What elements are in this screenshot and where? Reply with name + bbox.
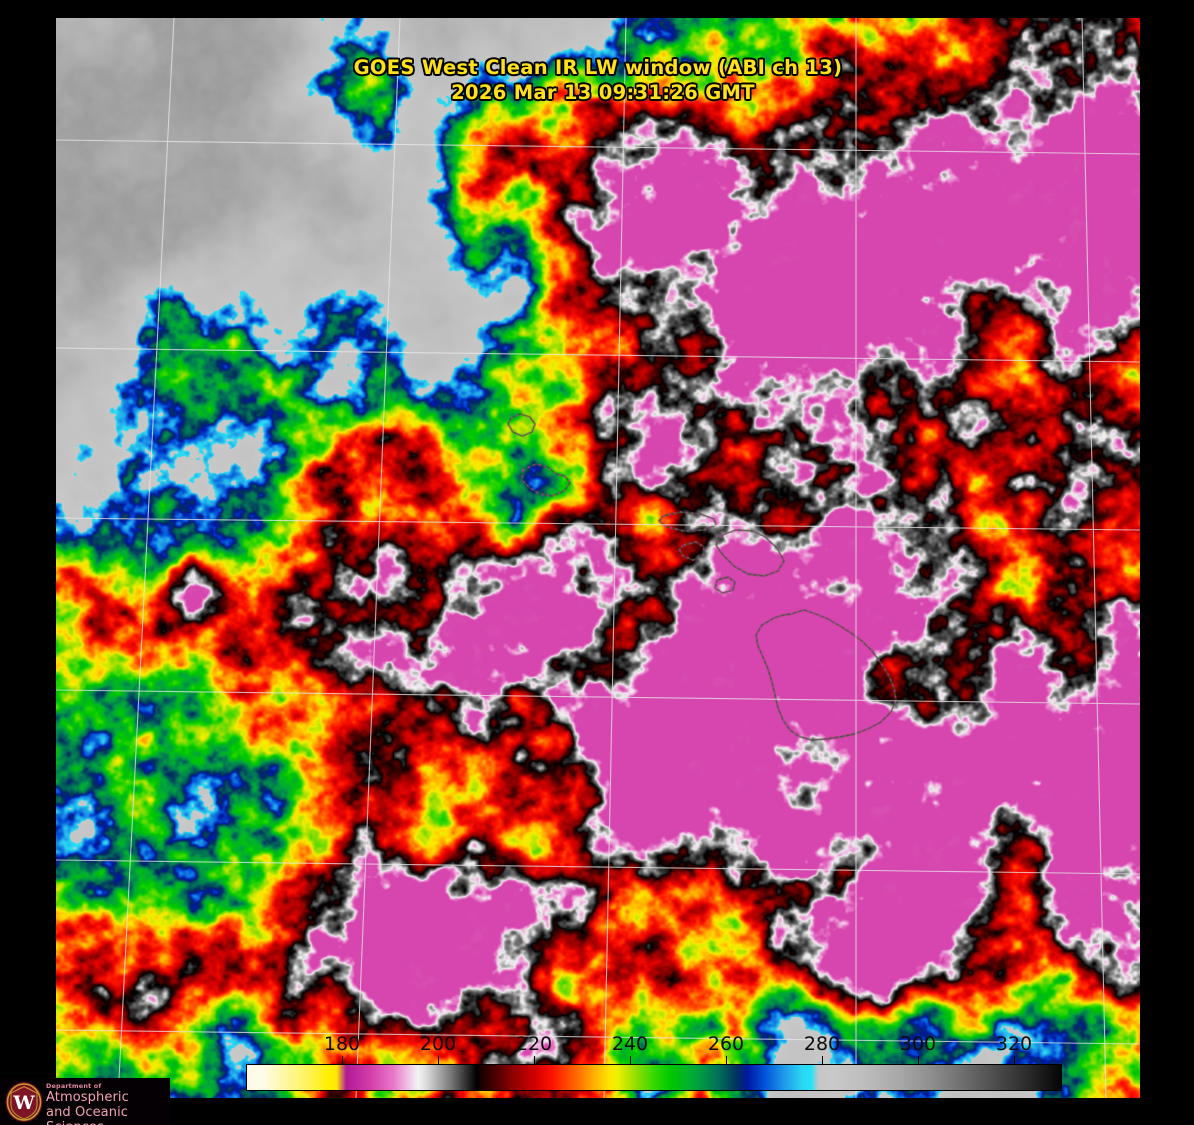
colorbar-tick-label: 200 [419, 1033, 457, 1055]
colorbar-tick-label: 240 [611, 1033, 649, 1055]
colorbar-tick [438, 1056, 439, 1064]
colorbar-tick [918, 1056, 919, 1064]
latitude-longitude-graticule [56, 18, 1140, 1098]
logo-text-block: Department of Atmospheric and Oceanic Sc… [46, 1082, 170, 1125]
colorbar-tick-label: 300 [899, 1033, 937, 1055]
colorbar-tick-label: 320 [995, 1033, 1033, 1055]
colorbar-tick-label: 180 [323, 1033, 361, 1055]
colorbar-tick [630, 1056, 631, 1064]
infrared-brightness-temperature-heatmap [56, 18, 1140, 1098]
colorbar-tick-label: 220 [515, 1033, 553, 1055]
uw-crest-icon: W [5, 1082, 43, 1122]
colorbar-tick [342, 1056, 343, 1064]
uw-aos-logo: W Department of Atmospheric and Oceanic … [0, 1078, 170, 1125]
logo-dept-prefix: Department of [46, 1082, 102, 1090]
logo-line-1: Atmospheric [46, 1090, 129, 1105]
colorbar-tick-label: 260 [707, 1033, 745, 1055]
colorbar: 180 200 220 240 260 280 300 320 [246, 1033, 1062, 1091]
colorbar-gradient [246, 1064, 1062, 1091]
svg-text:W: W [12, 1092, 35, 1114]
colorbar-tick [1014, 1056, 1015, 1064]
colorbar-tick [534, 1056, 535, 1064]
satellite-image-panel [56, 18, 1140, 1098]
logo-line-2: and Oceanic Sciences [46, 1105, 129, 1125]
colorbar-tick [822, 1056, 823, 1064]
colorbar-tick [726, 1056, 727, 1064]
colorbar-tick-label: 280 [803, 1033, 841, 1055]
